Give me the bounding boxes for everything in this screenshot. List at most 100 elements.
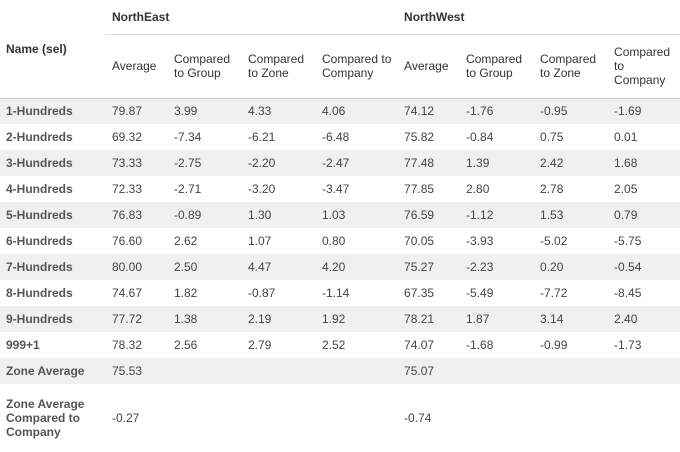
cell: -0.99 <box>540 338 568 352</box>
row-name: 8-Hundreds <box>6 286 73 300</box>
table-row: 999+1 78.32 2.56 2.79 2.52 74.07 -1.68 -0.99 -1.… <box>0 332 680 358</box>
cell: 75.82 <box>404 130 435 144</box>
column-header[interactable]: Average <box>106 34 168 99</box>
cell: 2.52 <box>322 338 346 352</box>
cell: 75.53 <box>112 364 143 378</box>
cell: -5.02 <box>540 234 568 248</box>
cell: 4.33 <box>248 104 272 119</box>
summary-row: Zone Average 75.53 75.07 <box>0 358 680 384</box>
cell: 0.01 <box>614 130 638 144</box>
cell: 4.47 <box>248 260 272 274</box>
cell: -6.21 <box>248 130 276 144</box>
cell: 0.20 <box>540 260 564 274</box>
column-header[interactable]: Compared to Zone <box>534 34 609 99</box>
row-name: 7-Hundreds <box>6 260 73 274</box>
cell: 69.32 <box>112 130 143 144</box>
column-header[interactable]: Compared to Company <box>608 34 680 99</box>
cell: 0.79 <box>614 208 638 222</box>
cell: 1.92 <box>322 312 346 326</box>
cell: -7.72 <box>540 286 568 300</box>
table-row: 9-Hundreds 77.72 1.38 2.19 1.92 78.21 1.87 3.14… <box>0 306 680 332</box>
cell: 3.14 <box>540 312 564 326</box>
cell: -1.69 <box>614 104 642 119</box>
row-name: 1-Hundreds <box>6 104 73 119</box>
cell: 74.07 <box>404 338 435 352</box>
cell: -2.47 <box>322 156 350 170</box>
cell: -2.75 <box>174 156 202 170</box>
cell: 1.53 <box>540 208 564 222</box>
column-header[interactable]: Compared to Group <box>168 34 242 99</box>
cell: 2.50 <box>174 260 198 274</box>
cell: 3.99 <box>174 104 198 119</box>
column-header[interactable]: Compared to Group <box>460 34 535 99</box>
cell: 2.80 <box>466 182 490 196</box>
cell: 2.79 <box>248 338 272 352</box>
cell: -2.71 <box>174 182 202 196</box>
cell: -0.89 <box>174 208 202 222</box>
cell: -6.48 <box>322 130 350 144</box>
cell: -8.45 <box>614 286 642 300</box>
cell: 0.75 <box>540 130 564 144</box>
cell: -5.75 <box>614 234 642 248</box>
row-name: 6-Hundreds <box>6 234 73 248</box>
cell: -1.68 <box>466 338 494 352</box>
cell: 76.60 <box>112 234 143 248</box>
cell: 74.12 <box>404 104 435 119</box>
cell: 1.03 <box>322 208 346 222</box>
cell: 77.85 <box>404 182 435 196</box>
column-header[interactable]: Average <box>398 34 461 99</box>
row-name: 999+1 <box>6 338 40 352</box>
cell: -2.20 <box>248 156 276 170</box>
cell: -0.54 <box>614 260 642 274</box>
name-header[interactable]: Name (sel) <box>0 0 106 99</box>
cell: 2.40 <box>614 312 638 326</box>
cell: 2.19 <box>248 312 272 326</box>
cell: 76.59 <box>404 208 435 222</box>
table-row: 5-Hundreds 76.83 -0.89 1.30 1.03 76.59 -1.12 1.… <box>0 202 680 228</box>
cell: -0.84 <box>466 130 494 144</box>
cell: -0.87 <box>248 286 276 300</box>
cell: -1.14 <box>322 286 350 300</box>
cell: 1.68 <box>614 156 638 170</box>
column-header[interactable]: Compared to Zone <box>242 34 316 99</box>
cell: -1.12 <box>466 208 494 222</box>
column-header[interactable]: Compared to Company <box>316 34 399 99</box>
cell: 0.80 <box>322 234 346 248</box>
cell: 76.83 <box>112 208 143 222</box>
table-row: 4-Hundreds 72.33 -2.71 -3.20 -3.47 77.85 2.80 2… <box>0 176 680 202</box>
cell: 1.30 <box>248 208 272 222</box>
cell: -2.23 <box>466 260 494 274</box>
cell: 77.48 <box>404 156 435 170</box>
cell: 1.38 <box>174 312 198 326</box>
group-header: NorthWest <box>398 0 680 35</box>
row-name: Zone Average <box>6 364 85 378</box>
cell: 67.35 <box>404 286 435 300</box>
row-name: 2-Hundreds <box>6 130 73 144</box>
cell: -7.34 <box>174 130 202 144</box>
table-row: 2-Hundreds 69.32 -7.34 -6.21 -6.48 75.82 -0.84… <box>0 124 680 150</box>
row-name: Zone Average Compared to Company <box>6 397 85 439</box>
cell: 80.00 <box>112 260 143 274</box>
summary-row: Zone Average Compared to Company -0.27 -0.… <box>0 384 680 452</box>
cell: 1.07 <box>248 234 272 248</box>
table-row: 7-Hundreds 80.00 2.50 4.47 4.20 75.27 -2.23 0.2… <box>0 254 680 280</box>
row-name: 3-Hundreds <box>6 156 73 170</box>
cell: 2.05 <box>614 182 638 196</box>
cell: 4.06 <box>322 104 346 119</box>
cell: -3.20 <box>248 182 276 196</box>
cell: 78.21 <box>404 312 435 326</box>
cell: 75.27 <box>404 260 435 274</box>
cell: 78.32 <box>112 338 143 352</box>
cell: 1.82 <box>174 286 198 300</box>
cell: 4.20 <box>322 260 346 274</box>
row-name: 4-Hundreds <box>6 182 73 196</box>
row-name: 5-Hundreds <box>6 208 73 222</box>
cell: 2.62 <box>174 234 198 248</box>
cell: 73.33 <box>112 156 143 170</box>
cell: -0.74 <box>404 411 432 425</box>
cell: -3.93 <box>466 234 494 248</box>
cell: 74.67 <box>112 286 143 300</box>
table-row: 8-Hundreds 74.67 1.82 -0.87 -1.14 67.35 -5.49 -… <box>0 280 680 306</box>
